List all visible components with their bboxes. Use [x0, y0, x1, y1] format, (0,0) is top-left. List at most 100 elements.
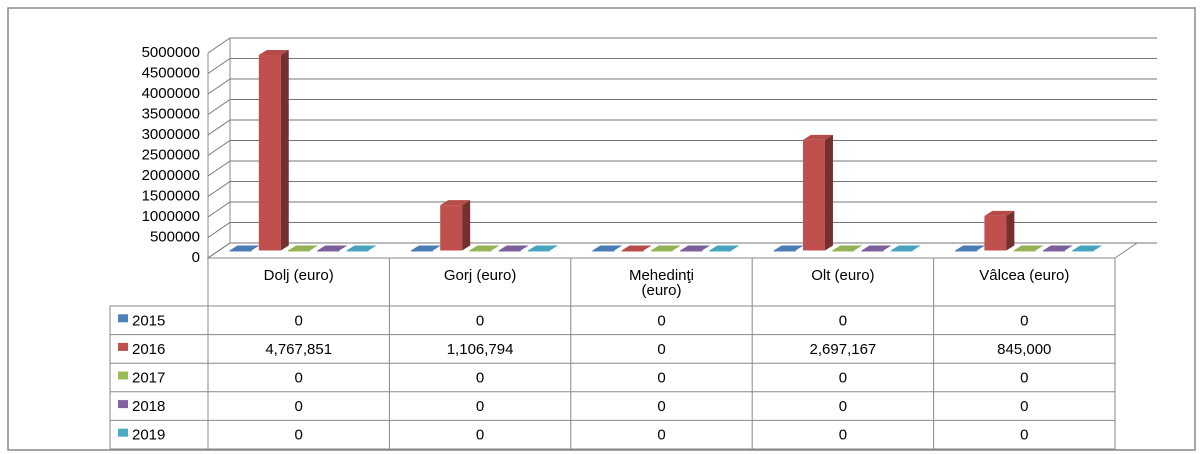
legend-key [118, 371, 128, 380]
bar-top [861, 245, 892, 251]
grid-line [207, 37, 1157, 54]
bar-front [317, 250, 340, 252]
table-value: 845,000 [997, 341, 1051, 358]
bar [1042, 245, 1073, 252]
y-tick-label: 1500000 [142, 187, 200, 204]
bar-top [288, 245, 319, 251]
y-tick-label: 0 [192, 249, 200, 266]
bar-front [1072, 250, 1095, 252]
table-value: 0 [295, 312, 303, 329]
table-value: 0 [476, 369, 484, 386]
bar [680, 245, 711, 252]
bar-top [229, 245, 260, 251]
x-tick-label: Mehedinţi (euro) [628, 268, 695, 299]
legend-key [118, 428, 128, 437]
table-value: 4,767,851 [265, 341, 332, 358]
table-value: 0 [1020, 398, 1028, 415]
bar-top [440, 200, 471, 206]
bar [773, 245, 804, 252]
bar-side [1006, 210, 1015, 251]
x-tick-label: Dolj (euro) [263, 268, 334, 284]
bar-front [832, 250, 855, 252]
grid-line [207, 160, 1157, 177]
bar-front [440, 205, 463, 251]
bar-front [288, 250, 311, 252]
bar [288, 245, 319, 252]
legend-label: 2018 [132, 398, 165, 415]
bar-top [890, 245, 921, 251]
y-tick-label: 3500000 [142, 105, 200, 122]
grid-line [207, 201, 1157, 218]
bar [469, 245, 500, 252]
bar-top [410, 245, 441, 251]
grid-line [207, 222, 1157, 238]
legend-label: 2016 [132, 341, 165, 358]
bar-top [650, 245, 681, 251]
bar-top [709, 245, 740, 251]
bar [650, 245, 681, 252]
table-value: 0 [839, 398, 847, 415]
table-value: 0 [839, 312, 847, 329]
table-value: 0 [839, 369, 847, 386]
table-value: 0 [657, 341, 665, 358]
y-tick-label: 500000 [150, 228, 200, 245]
category-label-box: Mehedinţi (euro) [628, 268, 695, 299]
bar-top [955, 245, 986, 251]
x-tick-label: Vâlcea (euro) [979, 268, 1070, 284]
bar-top [1072, 245, 1103, 251]
bar-top [498, 245, 529, 251]
bar-top [832, 245, 863, 251]
table-value: 2,697,167 [810, 341, 877, 358]
bar-side [824, 134, 833, 251]
bar-front [984, 215, 1007, 251]
x-tick-label: Gorj (euro) [443, 268, 517, 284]
bar-top [346, 245, 377, 251]
bar [832, 245, 863, 252]
bar-front [709, 250, 732, 252]
bar-top [773, 245, 804, 251]
y-tick-label: 3000000 [142, 126, 200, 143]
bar [229, 245, 260, 252]
y-tick-label: 1000000 [142, 208, 200, 225]
bar-top [680, 245, 711, 251]
bar [984, 210, 1015, 251]
table-value: 1,106,794 [447, 341, 514, 358]
bar [1013, 245, 1044, 252]
bar-front [498, 250, 521, 252]
category-label-box: Gorj (euro) [443, 268, 517, 284]
bar-top [1042, 245, 1073, 251]
bar-front [258, 55, 281, 251]
x-tick-label: Olt (euro) [811, 268, 875, 284]
legend-label: 2019 [132, 427, 165, 444]
bar-top [621, 245, 652, 251]
bar [890, 245, 921, 252]
bar-front [650, 250, 673, 252]
bar-front [621, 250, 644, 252]
legend-key [118, 400, 128, 409]
table-value: 0 [657, 427, 665, 444]
bar-front [680, 250, 703, 252]
y-tick-label: 4500000 [142, 64, 200, 81]
grid-line [207, 78, 1157, 95]
bar-front [346, 250, 369, 252]
table-value: 0 [839, 427, 847, 444]
bar [346, 245, 377, 252]
bar-front [955, 250, 978, 252]
bar [709, 245, 740, 252]
bar-front [410, 250, 433, 252]
bar [861, 245, 892, 252]
bar-front [861, 250, 884, 252]
bar-front [592, 250, 615, 252]
table-value: 0 [476, 398, 484, 415]
bar-top [317, 245, 348, 251]
grid-line [207, 181, 1157, 197]
bar-side [462, 200, 471, 251]
bar [440, 200, 471, 251]
table-value: 0 [657, 312, 665, 329]
grid-line [207, 119, 1157, 136]
grid-line [207, 99, 1157, 115]
bar-front [773, 250, 796, 252]
table-value: 0 [295, 398, 303, 415]
bar-front [527, 250, 550, 252]
grid-line [207, 242, 1157, 259]
